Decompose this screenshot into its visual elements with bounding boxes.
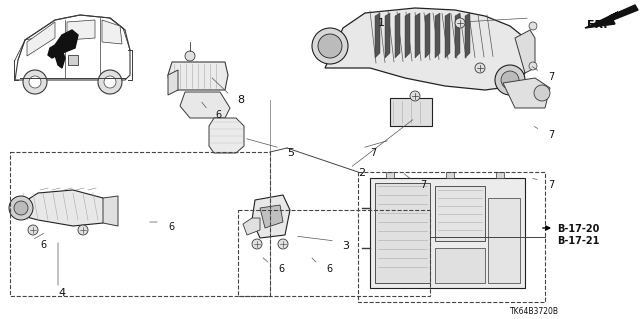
Circle shape xyxy=(278,239,288,249)
Polygon shape xyxy=(425,13,430,58)
Polygon shape xyxy=(325,8,525,90)
Text: 2: 2 xyxy=(358,168,365,178)
Text: 7: 7 xyxy=(420,180,426,190)
Polygon shape xyxy=(102,20,122,44)
Polygon shape xyxy=(252,195,290,238)
Circle shape xyxy=(534,85,550,101)
Polygon shape xyxy=(168,70,178,95)
Bar xyxy=(68,55,78,65)
Polygon shape xyxy=(243,218,260,235)
Text: 5: 5 xyxy=(287,148,294,158)
Polygon shape xyxy=(67,20,95,40)
Bar xyxy=(435,248,485,283)
Polygon shape xyxy=(375,13,380,58)
Bar xyxy=(390,98,432,126)
Text: 6: 6 xyxy=(168,222,174,232)
Bar xyxy=(435,186,485,241)
Polygon shape xyxy=(103,196,118,226)
Text: 6: 6 xyxy=(40,240,46,250)
Circle shape xyxy=(78,225,88,235)
Polygon shape xyxy=(168,62,228,90)
Bar xyxy=(358,172,545,302)
Bar xyxy=(10,152,270,296)
Circle shape xyxy=(318,34,342,58)
Text: 3: 3 xyxy=(342,241,349,251)
Text: 6: 6 xyxy=(326,264,332,274)
Bar xyxy=(496,172,504,178)
Text: 6: 6 xyxy=(278,264,284,274)
Text: 8: 8 xyxy=(237,95,244,105)
Polygon shape xyxy=(515,30,535,73)
Polygon shape xyxy=(405,13,410,58)
Circle shape xyxy=(9,196,33,220)
Bar xyxy=(375,183,430,283)
Circle shape xyxy=(185,51,195,61)
Polygon shape xyxy=(455,13,460,58)
Circle shape xyxy=(23,70,47,94)
Circle shape xyxy=(14,201,28,215)
Bar xyxy=(370,178,525,288)
Text: 6: 6 xyxy=(215,110,221,120)
Text: 4: 4 xyxy=(58,288,65,298)
Circle shape xyxy=(312,28,348,64)
Polygon shape xyxy=(209,118,244,153)
Circle shape xyxy=(29,76,41,88)
Polygon shape xyxy=(415,13,420,58)
Circle shape xyxy=(28,225,38,235)
Bar xyxy=(238,210,430,296)
Polygon shape xyxy=(445,13,450,58)
Circle shape xyxy=(98,70,122,94)
Polygon shape xyxy=(503,78,550,108)
Circle shape xyxy=(501,71,519,89)
Text: 7: 7 xyxy=(370,148,376,158)
Polygon shape xyxy=(385,13,390,58)
Text: 7: 7 xyxy=(548,72,554,82)
Polygon shape xyxy=(18,190,108,226)
Bar xyxy=(488,198,520,283)
Polygon shape xyxy=(435,13,440,58)
Circle shape xyxy=(252,239,262,249)
Polygon shape xyxy=(260,205,283,228)
Bar xyxy=(386,172,394,178)
Circle shape xyxy=(529,62,537,70)
Polygon shape xyxy=(180,92,230,118)
Bar xyxy=(446,172,454,178)
Text: 7: 7 xyxy=(548,130,554,140)
Polygon shape xyxy=(465,13,470,58)
Text: FR.: FR. xyxy=(587,20,607,30)
Circle shape xyxy=(410,91,420,101)
Polygon shape xyxy=(27,22,55,56)
Circle shape xyxy=(495,65,525,95)
Text: TK64B3720B: TK64B3720B xyxy=(510,307,559,316)
Text: 1: 1 xyxy=(378,18,385,28)
Circle shape xyxy=(529,22,537,30)
Polygon shape xyxy=(55,50,65,68)
Circle shape xyxy=(104,76,116,88)
Polygon shape xyxy=(48,30,78,58)
Text: 7: 7 xyxy=(548,180,554,190)
Circle shape xyxy=(455,18,465,28)
Circle shape xyxy=(475,63,485,73)
Polygon shape xyxy=(395,13,400,58)
Text: B-17-20: B-17-20 xyxy=(557,224,600,234)
Text: B-17-21: B-17-21 xyxy=(557,236,600,246)
Polygon shape xyxy=(585,5,638,28)
